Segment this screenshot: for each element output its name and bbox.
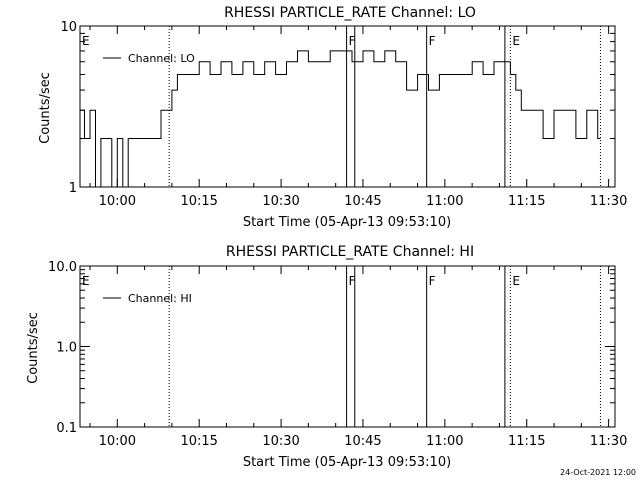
event-marker-label: F bbox=[429, 34, 436, 48]
event-marker-label: E bbox=[512, 34, 520, 48]
event-marker-label: F bbox=[349, 274, 356, 288]
x-tick-label: 10:00 bbox=[99, 434, 136, 449]
y-tick-label: 1 bbox=[69, 181, 77, 196]
y-ticks: 0.1 1.0 10.0 bbox=[48, 260, 615, 436]
chart-title: RHESSI PARTICLE_RATE Channel: HI bbox=[226, 244, 474, 260]
plot-frame bbox=[79, 25, 616, 188]
x-ticks: 10:00 10:15 10:30 10:45 11:00 11:15 11:30 bbox=[89, 266, 627, 449]
x-axis-label: Start Time (05-Apr-13 09:53:10) bbox=[243, 215, 451, 230]
x-tick-label: 11:15 bbox=[508, 434, 545, 449]
series-lines bbox=[80, 50, 601, 188]
x-ticks: 10:00 10:15 10:30 10:45 11:00 11:15 11:30 bbox=[89, 26, 627, 209]
legend-entry: Channel: LO bbox=[128, 52, 195, 65]
event-marker-label: E bbox=[82, 34, 90, 48]
y-axis-label: Counts/sec bbox=[26, 312, 41, 384]
legend: Channel: LO bbox=[103, 52, 195, 65]
event-marker-label: F bbox=[349, 34, 356, 48]
chart-title: RHESSI PARTICLE_RATE Channel: LO bbox=[224, 5, 476, 21]
x-tick-label: 10:30 bbox=[262, 434, 299, 449]
x-tick-label: 11:00 bbox=[426, 194, 463, 209]
event-marker-label: E bbox=[512, 274, 520, 288]
event-marker-label: F bbox=[429, 274, 436, 288]
x-tick-label: 11:30 bbox=[590, 194, 627, 209]
y-tick-label: 0.1 bbox=[56, 421, 77, 436]
x-tick-label: 10:15 bbox=[180, 434, 217, 449]
y-ticks: 1 10 bbox=[60, 20, 615, 196]
x-tick-label: 10:15 bbox=[180, 194, 217, 209]
y-tick-label: 1.0 bbox=[56, 341, 77, 356]
x-tick-label: 11:15 bbox=[508, 194, 545, 209]
legend: Channel: HI bbox=[103, 292, 192, 305]
x-tick-label: 11:00 bbox=[426, 434, 463, 449]
footer-timestamp: 24-Oct-2021 12:00 bbox=[560, 468, 636, 477]
y-axis-label: Counts/sec bbox=[38, 72, 53, 144]
x-tick-label: 10:45 bbox=[344, 434, 381, 449]
x-axis-label: Start Time (05-Apr-13 09:53:10) bbox=[243, 455, 451, 470]
x-tick-label: 10:00 bbox=[99, 194, 136, 209]
event-marker-label: E bbox=[82, 274, 90, 288]
y-tick-label: 10.0 bbox=[48, 260, 77, 275]
panel-hi: RHESSI PARTICLE_RATE Channel: HI E F F E 10… bbox=[26, 244, 627, 470]
series-line bbox=[80, 50, 601, 188]
legend-entry: Channel: HI bbox=[128, 292, 192, 305]
x-tick-label: 10:30 bbox=[262, 194, 299, 209]
panel-lo: RHESSI PARTICLE_RATE Channel: LO E F F E 10… bbox=[38, 5, 627, 230]
plot-frame bbox=[79, 265, 616, 428]
x-tick-label: 11:30 bbox=[590, 434, 627, 449]
x-tick-label: 10:45 bbox=[344, 194, 381, 209]
y-tick-label: 10 bbox=[60, 20, 77, 35]
